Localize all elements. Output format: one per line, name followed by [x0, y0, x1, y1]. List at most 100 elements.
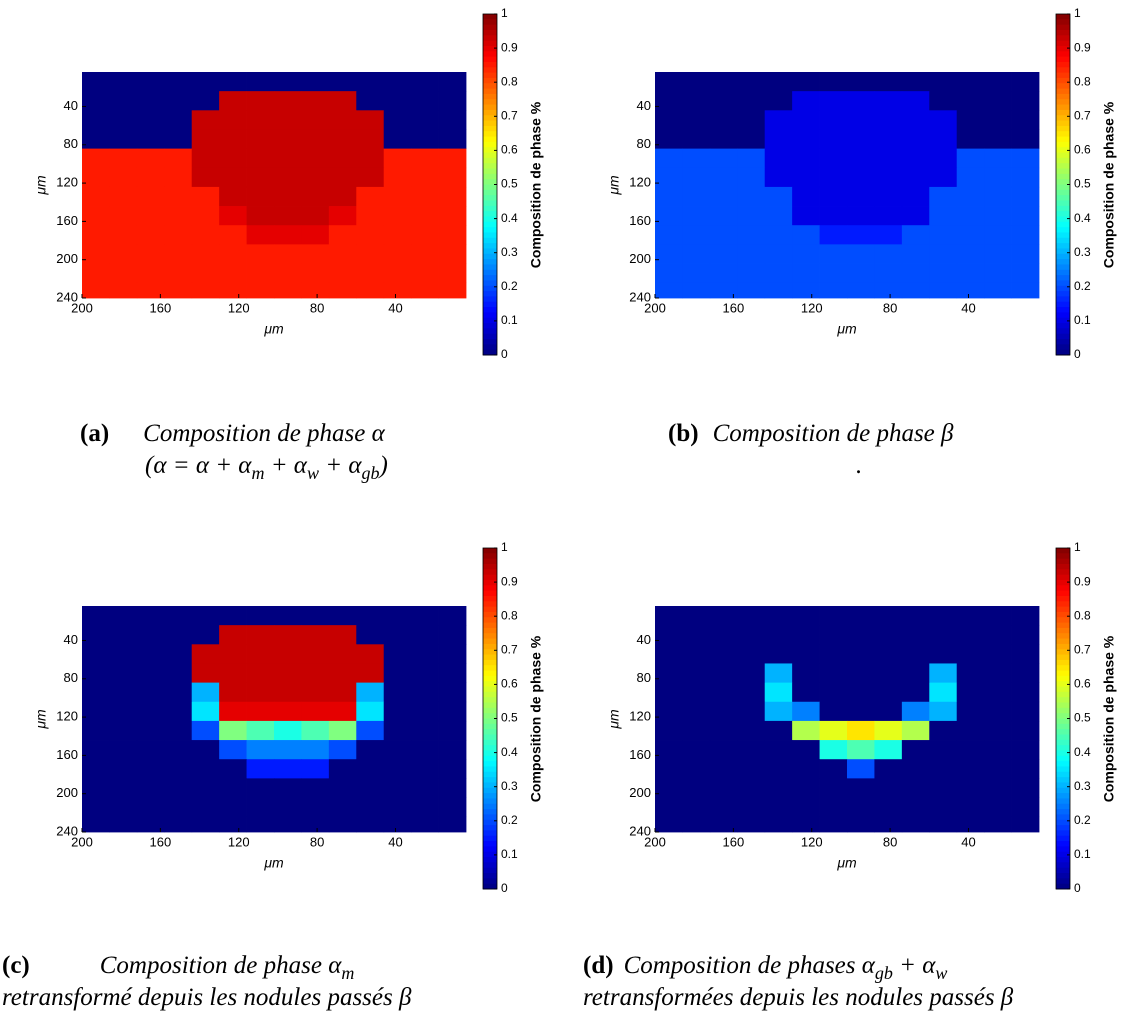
colorbar-step: [1056, 681, 1070, 688]
heatmap-cell: [682, 263, 711, 284]
heatmap-cell: [874, 186, 903, 207]
colorbar-step: [483, 878, 497, 885]
colorbar-tick-label: 0.7: [501, 108, 518, 122]
caption-text: + α: [264, 452, 307, 479]
heatmap-cell: [164, 244, 193, 264]
heatmap-cell: [383, 148, 412, 169]
colorbar-step: [483, 873, 497, 879]
colorbar-step: [1056, 553, 1070, 560]
heatmap-cell: [792, 263, 820, 284]
heatmap-cell: [737, 244, 766, 264]
colorbar-step: [483, 339, 497, 345]
colorbar-step: [1056, 296, 1070, 303]
caption-label: (c): [2, 952, 30, 979]
y-tick-label: 160: [629, 747, 651, 762]
heatmap-cell: [929, 644, 958, 664]
colorbar-tick-label: 0.7: [501, 642, 518, 656]
heatmap-cell: [274, 816, 302, 833]
heatmap-cell: [301, 797, 330, 818]
heatmap-cell: [383, 663, 412, 684]
heatmap-cell: [136, 148, 165, 169]
heatmap-cell: [655, 129, 683, 150]
heatmap-cell: [356, 759, 385, 779]
colorbar-step: [1056, 280, 1070, 287]
colorbar-step: [1056, 136, 1070, 143]
colorbar-step: [1056, 841, 1070, 847]
heatmap-cell: [792, 701, 820, 722]
heatmap-cell: [219, 701, 247, 722]
colorbar-step: [483, 739, 497, 746]
heatmap-cell: [956, 148, 985, 169]
y-tick-label: 240: [56, 289, 78, 304]
heatmap-cell: [655, 186, 683, 207]
colorbar-step: [483, 825, 497, 831]
heatmap-cell: [136, 720, 165, 741]
x-tick-label: 160: [723, 300, 745, 315]
heatmap-cell: [792, 244, 820, 264]
colorbar-tick-label: 0.1: [501, 313, 518, 327]
heatmap-cell: [764, 282, 793, 299]
heatmap-cell: [301, 186, 330, 207]
heatmap-cell: [219, 110, 247, 130]
heatmap-cell: [819, 186, 848, 207]
heatmap-cell: [737, 740, 766, 760]
colorbar-step: [483, 83, 497, 90]
y-tick-label: 120: [56, 175, 78, 190]
heatmap-cell: [929, 797, 958, 818]
heatmap-cell: [901, 148, 930, 169]
heatmap-cell: [819, 91, 848, 111]
colorbar-step: [483, 686, 497, 693]
heatmap-cell: [438, 644, 467, 664]
colorbar-step: [483, 328, 497, 335]
colorbar-step: [483, 173, 497, 180]
heatmap-cell: [136, 759, 165, 779]
heatmap-cell: [411, 91, 439, 111]
colorbar-step: [1056, 697, 1070, 704]
heatmap-cell: [328, 263, 357, 284]
heatmap-cell: [847, 206, 875, 226]
heatmap-cell: [136, 72, 165, 92]
colorbar-step: [483, 179, 497, 185]
x-tick-label: 200: [644, 300, 666, 315]
heatmap-cell: [164, 606, 193, 626]
heatmap-cell: [956, 244, 985, 264]
heatmap-cell: [901, 129, 930, 150]
heatmap-cell: [164, 282, 193, 299]
heatmap-cell: [764, 263, 793, 284]
colorbar-step: [1056, 61, 1070, 68]
heatmap-cell: [438, 720, 467, 741]
heatmap-cell: [847, 72, 875, 92]
heatmap-cell: [246, 91, 275, 111]
colorbar-tick-label: 0.1: [1074, 847, 1091, 861]
colorbar-step: [1056, 141, 1070, 148]
colorbar-step: [483, 723, 497, 730]
x-tick-label: 40: [388, 834, 402, 849]
colorbar-step: [1056, 253, 1070, 260]
colorbar-step: [483, 99, 497, 106]
heatmap-cell: [109, 206, 138, 226]
heatmap-cell: [274, 206, 302, 226]
heatmap-cell: [246, 663, 275, 684]
heatmap-cell: [682, 625, 711, 645]
heatmap-cell: [411, 186, 439, 207]
heatmap-cell: [438, 759, 467, 779]
heatmap-cell: [709, 625, 738, 645]
heatmap-cell: [274, 644, 302, 664]
colorbar-step: [1056, 45, 1070, 52]
heatmap-cell: [929, 606, 958, 626]
heatmap-cell: [682, 720, 711, 741]
heatmap-cell: [191, 797, 220, 818]
heatmap-cell: [956, 91, 985, 111]
heatmap-cell: [764, 701, 793, 722]
y-tick-label: 160: [56, 213, 78, 228]
heatmap-cell: [219, 644, 247, 664]
caption-text: ): [379, 452, 388, 479]
colorbar-step: [483, 638, 497, 645]
colorbar-step: [483, 835, 497, 842]
heatmap-cell: [682, 740, 711, 760]
colorbar-step: [1056, 814, 1070, 821]
heatmap-cell: [874, 91, 903, 111]
colorbar-tick-label: 0.2: [501, 813, 518, 827]
colorbar-tick-label: 0: [1074, 881, 1081, 895]
heatmap-cell: [792, 186, 820, 207]
